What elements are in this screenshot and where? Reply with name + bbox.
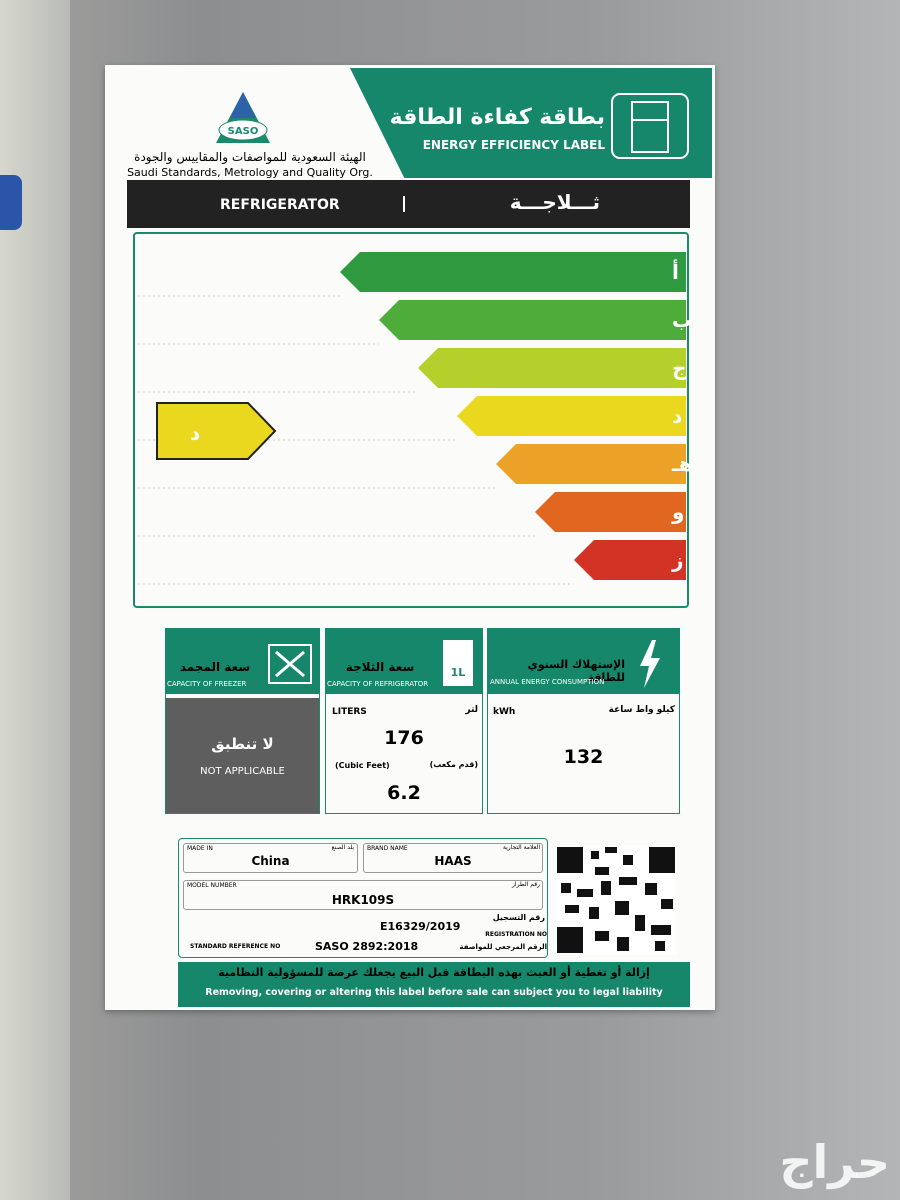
fridge-liters: 176	[384, 727, 424, 749]
footer-ar: إزالة أو تغطية أو العبث بهذه البطاقة قبل…	[218, 966, 650, 979]
made-in-field	[183, 843, 358, 873]
standard-value: SASO 2892:2018	[315, 940, 419, 953]
header-band	[350, 68, 712, 178]
brand-label-en: BRAND NAME	[367, 845, 408, 852]
model-field	[183, 880, 543, 910]
logo	[216, 92, 270, 143]
class-arrow	[457, 396, 686, 436]
freezer-title-ar: سعة المجمد	[179, 660, 251, 674]
brand-value: HAAS	[434, 854, 472, 868]
classes-box	[133, 232, 689, 608]
title-ar: بطاقة كفاءة الطاقة	[389, 105, 605, 130]
product-en: REFRIGERATOR	[220, 197, 340, 213]
class-arrow	[340, 252, 686, 292]
class-arrow	[496, 444, 686, 484]
details-box	[178, 838, 548, 958]
watermark: حراج	[779, 1135, 890, 1189]
org-en: Saudi Standards, Metrology and Quality O…	[127, 166, 373, 179]
brand-label-ar: العلامة التجارية	[502, 844, 540, 851]
made-in-label-en: MADE IN	[187, 845, 213, 852]
registration-value: E16329/2019	[380, 920, 461, 933]
made-in-label-ar: بلد الصنع	[331, 844, 354, 851]
class-label: ج	[672, 356, 687, 380]
org-ar: الهيئة السعودية للمواصفات والمقاييس والج…	[134, 150, 366, 164]
rating-arrow	[156, 402, 277, 460]
product-ar: ثـــلاجـــة	[509, 190, 600, 214]
class-arrow	[574, 540, 686, 580]
model-label-ar: رقم الطراز	[512, 881, 540, 888]
title-en: ENERGY EFFICIENCY LABEL	[422, 138, 605, 152]
class-arrow	[379, 300, 686, 340]
class-label: ز	[671, 548, 684, 572]
energy-title-en: ANNUAL ENERGY CONSUMPTION	[490, 678, 605, 686]
fridge-icon: 1L	[443, 640, 473, 686]
product-bar	[127, 180, 690, 228]
fridge-alt-unit-ar: (قدم مكعب)	[429, 760, 478, 769]
energy-value: 132	[563, 746, 604, 768]
standard-label-en: STANDARD REFERENCE NO	[190, 943, 281, 950]
fridge-unit-en: LITERS	[332, 707, 367, 717]
handle	[0, 175, 22, 230]
standard-label-ar: الرقم المرجعي للمواصفة	[459, 943, 548, 951]
fridge-cubic-feet: 6.2	[387, 782, 421, 804]
energy-unit-ar: كيلو واط ساعة	[608, 705, 675, 715]
freezer-value-ar: لا تنطبق	[211, 735, 274, 753]
energy-title-ar: الإستهلاك السنوي للطاقة	[527, 658, 625, 684]
class-arrow	[535, 492, 686, 532]
fridge-icon	[611, 93, 689, 159]
freezer-body	[166, 698, 319, 813]
class-label: ب	[672, 308, 692, 332]
fridge-unit-ar: لتر	[465, 705, 478, 715]
class-label: هـ	[671, 452, 693, 476]
brand-field	[363, 843, 543, 873]
footer-band	[178, 962, 690, 1007]
footer-en: Removing, covering or altering this labe…	[205, 987, 663, 998]
registration-label-ar: رقم التسجيل	[492, 913, 545, 922]
qr-code	[555, 845, 677, 955]
divider	[403, 196, 405, 212]
fridge-title-en: CAPACITY OF REFRIGERATOR	[327, 680, 429, 688]
rating-label: د	[190, 421, 200, 445]
freezer-value-en: NOT APPLICABLE	[200, 766, 285, 777]
logo-text: SASO	[227, 126, 259, 137]
energy-unit-en: kWh	[493, 707, 516, 717]
freezer-title-en: CAPACITY OF FREEZER	[167, 680, 247, 688]
fridge-title-ar: سعة الثلاجة	[345, 660, 415, 674]
registration-label-en: REGISTRATION NO	[485, 931, 547, 938]
fridge-alt-unit-en: (Cubic Feet)	[335, 761, 390, 770]
class-label: أ	[672, 258, 679, 284]
class-label: د	[672, 404, 682, 428]
freezer-icon	[268, 644, 312, 684]
class-label: و	[671, 500, 684, 524]
made-in-value: China	[251, 854, 290, 868]
model-value: HRK109S	[331, 893, 395, 907]
energy-icon	[640, 640, 660, 688]
model-label-en: MODEL NUMBER	[187, 882, 237, 889]
class-arrow	[418, 348, 686, 388]
